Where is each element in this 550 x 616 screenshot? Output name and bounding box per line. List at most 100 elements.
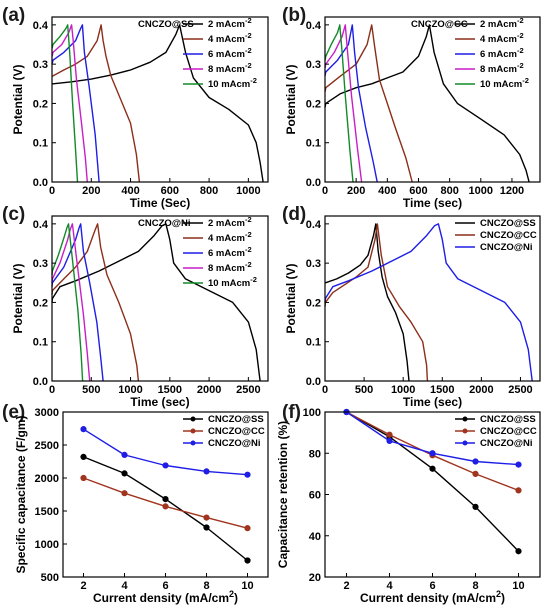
x-axis-label: Time (sec) <box>130 395 189 409</box>
panel-label: (c) <box>2 204 25 225</box>
y-axis-label: Potential (V) <box>11 64 25 134</box>
y-tick-label: 1000 <box>35 539 59 551</box>
data-point <box>162 496 169 503</box>
data-point <box>472 470 479 477</box>
chart-panel-1: (a) 0 200 400 600 800 1000 0.0 0.1 0.2 0.3 0.4 Time … <box>2 5 269 210</box>
y-tick-label: 0.3 <box>33 59 48 71</box>
y-tick-label: 0.2 <box>306 98 321 110</box>
series-line-2 <box>52 24 141 183</box>
y-tick-label: 0.0 <box>33 376 48 388</box>
legend-entry: 10 mAcm-2 <box>208 275 257 289</box>
data-point <box>203 524 210 531</box>
x-tick-label: 1000 <box>469 185 493 197</box>
legend-entry: 8 mAcm-2 <box>208 260 252 274</box>
y-tick-label: 0.2 <box>306 297 321 309</box>
x-tick-label: 2000 <box>197 384 221 396</box>
x-tick-label: 2500 <box>508 384 532 396</box>
legend-entry: 8 mAcm-2 <box>208 61 252 75</box>
x-tick-label: 2000 <box>469 384 493 396</box>
legend-entry: CNCZO@CC <box>208 426 265 437</box>
y-tick-label: 80 <box>309 448 321 460</box>
legend: 2 mAcm-24 mAcm-26 mAcm-28 mAcm-210 mAcm-… <box>183 215 257 289</box>
x-axis-label: Current density (mA/cm2) <box>93 589 238 605</box>
chart-panel-6: (f) 2 4 6 8 10 20 40 60 80 100 Current density (mA/… <box>276 402 541 605</box>
panel-label: (d) <box>282 204 306 225</box>
y-tick-label: 0.0 <box>33 177 48 189</box>
chart-panel-2: (b) 0 200 400 600 800 1000 1200 0.0 0.1 0.2 0.3 0.4 T… <box>282 5 541 210</box>
y-tick-label: 1500 <box>35 506 59 518</box>
panel-label: (f) <box>282 402 301 423</box>
data-point <box>162 503 169 510</box>
y-tick-label: 500 <box>41 572 59 584</box>
series-line-4 <box>51 24 88 183</box>
legend-entry: CNCZO@Ni <box>480 438 533 449</box>
legend: 2 mAcm-24 mAcm-26 mAcm-28 mAcm-210 mAcm-… <box>455 16 529 90</box>
x-tick-label: 6 <box>429 580 435 592</box>
y-tick-label: 0.1 <box>33 337 48 349</box>
x-tick-label: 2 <box>80 580 86 592</box>
y-tick-label: 0.2 <box>33 98 48 110</box>
legend-marker <box>462 440 468 446</box>
chart-title: CNCZO@CC <box>411 19 468 30</box>
legend-marker <box>462 416 468 422</box>
x-tick-label: 2 <box>343 580 349 592</box>
data-point <box>203 468 210 475</box>
legend-entry: 6 mAcm-2 <box>480 46 524 60</box>
series-line-5 <box>324 24 354 183</box>
x-tick-label: 0 <box>49 384 55 396</box>
legend-entry: 4 mAcm-2 <box>208 31 252 45</box>
x-tick-label: 0 <box>49 185 55 197</box>
x-tick-label: 600 <box>161 185 179 197</box>
y-tick-label: 100 <box>303 407 321 419</box>
x-axis-label: Time (sec) <box>403 196 462 210</box>
data-point <box>244 557 251 564</box>
series-line-1 <box>51 223 261 382</box>
x-tick-label: 500 <box>82 384 100 396</box>
legend-marker <box>190 416 196 422</box>
x-tick-label: 1500 <box>430 384 454 396</box>
x-tick-label: 1000 <box>118 384 142 396</box>
data-point <box>386 431 393 438</box>
legend-marker <box>190 428 196 434</box>
x-tick-label: 4 <box>121 580 128 592</box>
legend-entry: 10 mAcm-2 <box>208 76 257 90</box>
plot-frame <box>51 215 269 382</box>
data-point <box>386 437 393 444</box>
data-point <box>472 503 479 510</box>
data-point <box>80 474 87 482</box>
legend-entry: CNCZO@SS <box>480 414 536 425</box>
plot-frame <box>324 215 541 382</box>
x-tick-label: 6 <box>162 580 168 592</box>
legend-entry: 4 mAcm-2 <box>208 230 252 244</box>
x-tick-label: 8 <box>203 580 209 592</box>
x-tick-label: 600 <box>409 185 427 197</box>
series-line-3 <box>51 223 104 382</box>
legend-entry: CNCZO@SS <box>208 414 264 425</box>
x-tick-label: 10 <box>241 580 253 592</box>
legend-entry: CNCZO@CC <box>480 426 537 437</box>
y-tick-label: 20 <box>309 572 321 584</box>
legend-entry: CNCZO@Ni <box>208 438 261 449</box>
legend-marker <box>190 440 196 446</box>
data-point <box>515 548 522 555</box>
y-tick-label: 0.3 <box>306 258 321 270</box>
legend: 2 mAcm-24 mAcm-26 mAcm-28 mAcm-210 mAcm-… <box>183 16 257 90</box>
x-tick-label: 200 <box>82 185 100 197</box>
y-tick-label: 3000 <box>35 407 59 419</box>
y-axis-label: Capacitance retention (%) <box>276 421 290 568</box>
panel-label: (a) <box>2 5 25 26</box>
x-axis-label: Time (sec) <box>403 395 462 409</box>
y-tick-label: 0.4 <box>33 219 49 231</box>
data-point <box>80 426 87 433</box>
data-point <box>515 487 522 494</box>
data-point <box>429 465 436 472</box>
y-tick-label: 2500 <box>35 440 59 452</box>
y-tick-label: 0.0 <box>306 376 321 388</box>
legend-entry: 6 mAcm-2 <box>208 46 252 60</box>
panel-label: (b) <box>282 5 306 26</box>
legend-entry: 2 mAcm-2 <box>208 215 252 229</box>
plot-frame <box>324 16 541 183</box>
data-point <box>121 451 128 458</box>
